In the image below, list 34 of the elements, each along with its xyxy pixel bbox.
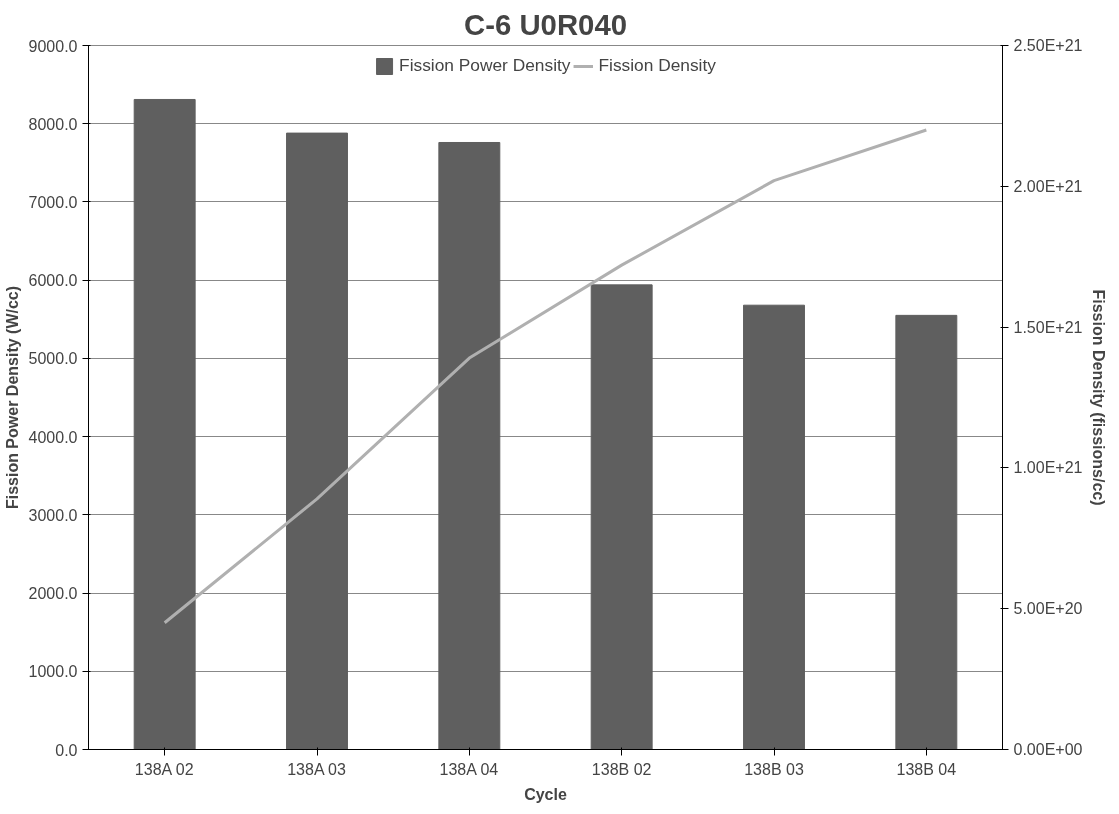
y2-tick-label: 1.00E+21: [1013, 459, 1083, 477]
x-tick-label: 138B 03: [744, 760, 804, 778]
legend-label: Fission Power Density: [399, 55, 571, 76]
bar: [590, 284, 653, 750]
y2-tick-label: 1.50E+21: [1013, 318, 1083, 336]
y-tick-label: 6000.0: [28, 272, 78, 290]
y-tick-label: 3000.0: [28, 506, 78, 524]
y-tick-label: 2000.0: [28, 585, 78, 603]
y-tick-label: 0.0: [55, 741, 78, 759]
x-tick-label: 138A 02: [134, 760, 194, 778]
x-axis-title: Cycle: [524, 785, 567, 803]
chart-title: C-6 U0R040: [464, 7, 628, 41]
bar: [895, 314, 958, 750]
x-tick-label: 138A 03: [287, 760, 347, 778]
x-tick-label: 138B 04: [896, 760, 957, 778]
bar: [743, 304, 805, 750]
y2-tick-label: 2.50E+21: [1013, 37, 1083, 54]
y-tick-label: 7000.0: [28, 193, 78, 211]
y-axis-title: Fission Power Density (W/cc): [3, 285, 21, 510]
y-tick-label: 9000.0: [28, 37, 78, 55]
y-tick-label: 8000.0: [28, 115, 78, 133]
legend-label: Fission Density: [598, 55, 716, 76]
y-tick-label: 1000.0: [28, 663, 78, 681]
y-tick-label: 5000.0: [28, 350, 78, 368]
bar: [133, 98, 196, 750]
y2-axis-title: Fission Density (fissions/cc): [1090, 289, 1108, 506]
x-tick-label: 138A 04: [439, 760, 499, 778]
y2-tick-label: 0.00E+00: [1013, 741, 1083, 758]
bar: [286, 132, 348, 750]
x-tick-label: 138B 02: [591, 760, 652, 778]
y-tick-label: 4000.0: [28, 428, 78, 446]
bar: [438, 142, 501, 750]
y2-tick-label: 2.00E+21: [1013, 177, 1083, 195]
y2-tick-label: 5.00E+20: [1013, 600, 1083, 618]
